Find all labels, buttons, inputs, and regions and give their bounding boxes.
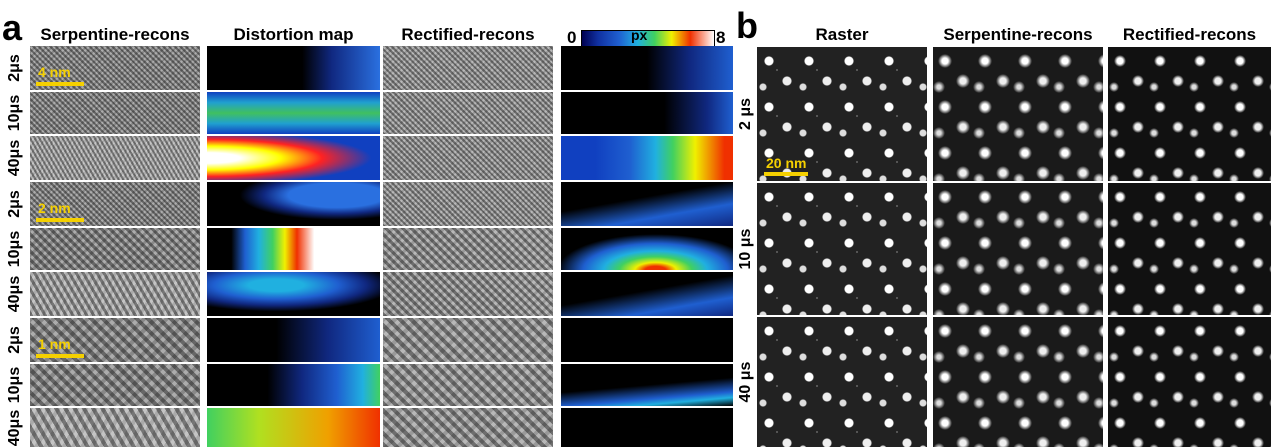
distortion-map: [561, 46, 733, 90]
image-panel: [30, 92, 200, 134]
image-panel: [757, 317, 927, 447]
distortion-map: [561, 92, 733, 134]
image-panel: [30, 228, 200, 270]
row-label: 2 μs: [737, 98, 755, 130]
image-panel: [933, 317, 1103, 447]
row-label: 2μs: [6, 190, 24, 218]
image-panel: [383, 136, 553, 180]
image-panel: [30, 272, 200, 316]
scale-bar-label: 2 nm: [38, 200, 71, 216]
distortion-map: [561, 318, 733, 362]
column-header: Distortion map: [207, 25, 380, 45]
distortion-map: [561, 182, 733, 226]
row-label: 10 μs: [737, 229, 755, 270]
column-header: Rectified-recons: [383, 25, 553, 45]
panel-label: a: [2, 10, 22, 46]
row-label: 40 μs: [737, 362, 755, 403]
column-header: Serpentine-recons: [933, 25, 1103, 45]
row-label: 40μs: [6, 276, 24, 312]
image-panel: [1108, 183, 1271, 315]
scale-bar: [36, 82, 84, 86]
distortion-map: [207, 364, 380, 406]
scale-bar: [36, 354, 84, 358]
distortion-map: [561, 408, 733, 447]
distortion-map: [207, 272, 380, 316]
row-label: 10μs: [6, 95, 24, 131]
distortion-map: [561, 136, 733, 180]
image-panel: [383, 408, 553, 447]
scale-bar-label: 1 nm: [38, 336, 71, 352]
image-panel: [30, 364, 200, 406]
image-panel: [383, 318, 553, 362]
row-label: 10μs: [6, 231, 24, 267]
scale-bar: [764, 172, 808, 176]
column-header: Raster: [757, 25, 927, 45]
distortion-map: [561, 228, 733, 270]
colorbar-max: 8: [716, 28, 725, 48]
colorbar-min: 0: [567, 28, 576, 48]
image-panel: [383, 272, 553, 316]
column-header: Rectified-recons: [1108, 25, 1271, 45]
image-panel: [383, 228, 553, 270]
distortion-map: [207, 318, 380, 362]
distortion-map: [207, 136, 380, 180]
scale-bar-label: 4 nm: [38, 64, 71, 80]
image-panel: [383, 92, 553, 134]
panel-label: b: [736, 8, 758, 44]
row-label: 40μs: [6, 409, 24, 445]
column-header: Serpentine-recons: [30, 25, 200, 45]
figure: aSerpentine-reconsDistortion mapRectifie…: [0, 0, 1271, 447]
image-panel: [1108, 47, 1271, 181]
image-panel: [383, 182, 553, 226]
scale-bar: [36, 218, 84, 222]
distortion-map: [207, 408, 380, 447]
distortion-map: [207, 228, 380, 270]
image-panel: [30, 408, 200, 447]
row-label: 2μs: [6, 326, 24, 354]
image-panel: [30, 136, 200, 180]
distortion-map: [207, 46, 380, 90]
distortion-map: [207, 92, 380, 134]
distortion-map: [561, 272, 733, 316]
image-panel: [757, 183, 927, 315]
colorbar-label: px: [631, 27, 647, 43]
row-label: 2μs: [6, 54, 24, 82]
image-panel: [933, 183, 1103, 315]
scale-bar-label: 20 nm: [766, 155, 806, 171]
colorbar: [581, 30, 715, 47]
image-panel: [933, 47, 1103, 181]
distortion-map: [207, 182, 380, 226]
image-panel: [383, 46, 553, 90]
row-label: 10μs: [6, 367, 24, 403]
row-label: 40μs: [6, 140, 24, 176]
image-panel: [1108, 317, 1271, 447]
image-panel: [383, 364, 553, 406]
distortion-map: [561, 364, 733, 406]
